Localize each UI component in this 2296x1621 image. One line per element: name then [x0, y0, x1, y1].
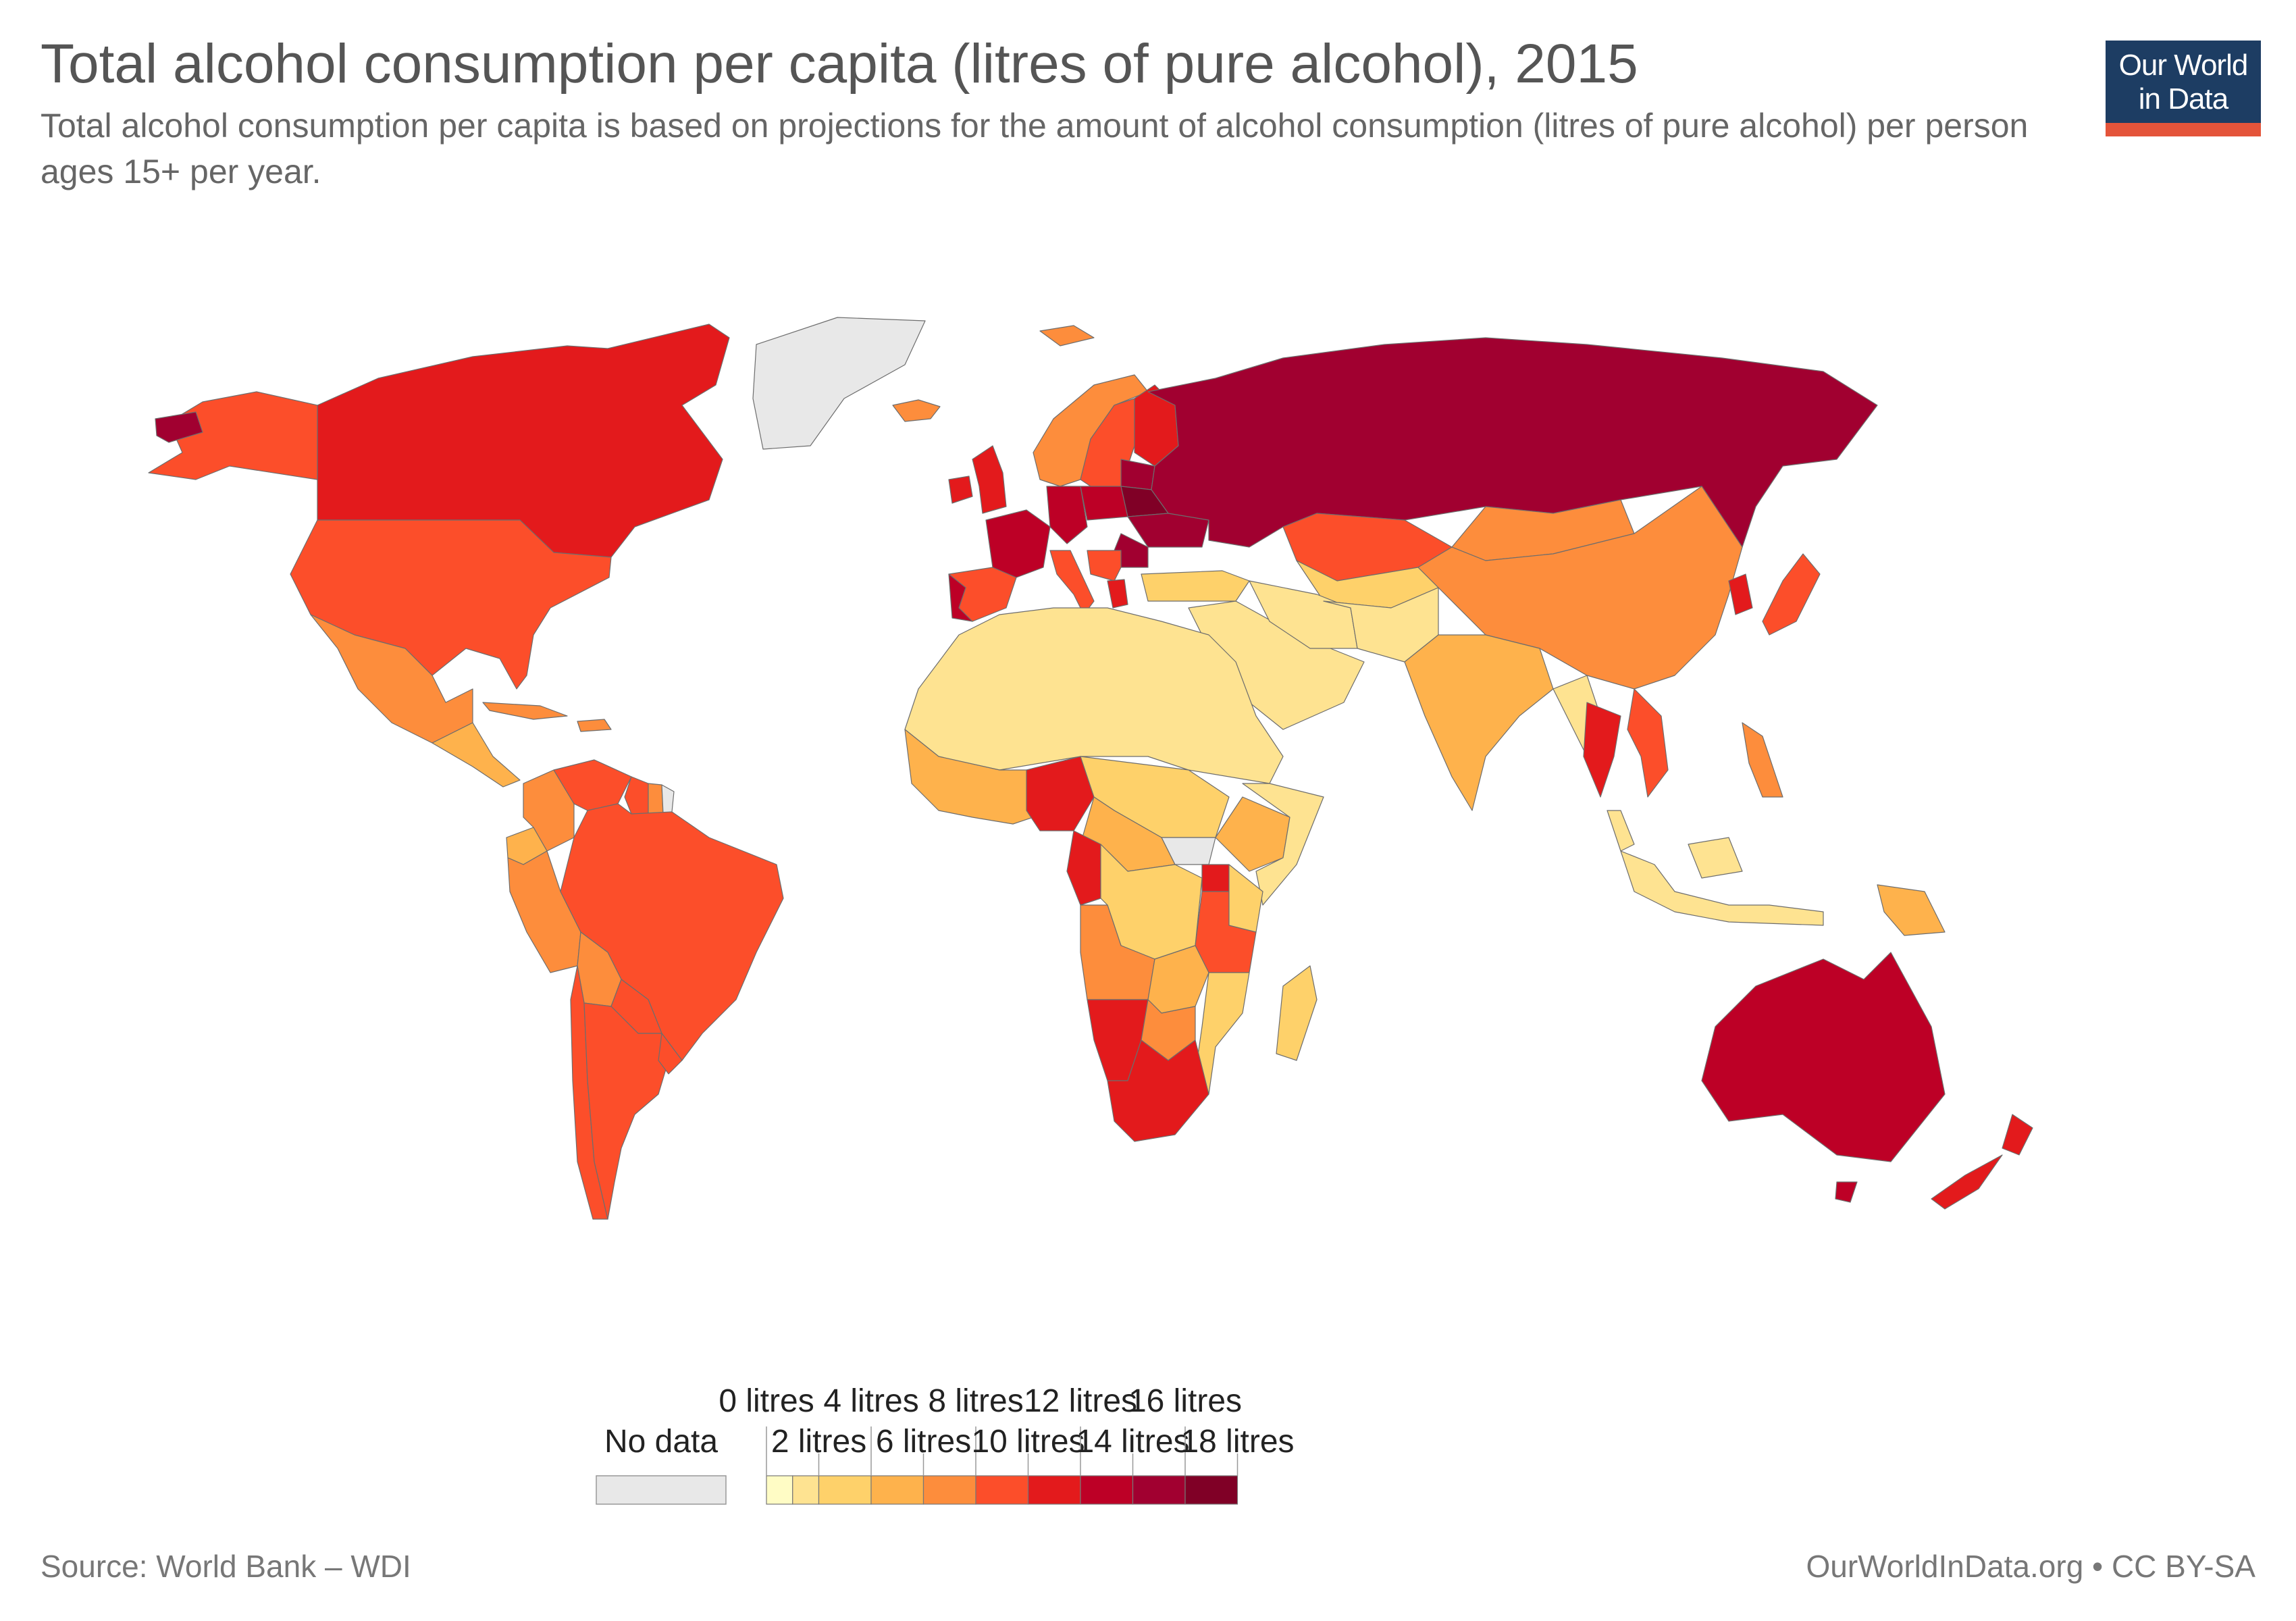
region-gabon-congo[interactable] — [1066, 830, 1101, 906]
region-madagascar[interactable] — [1276, 965, 1317, 1061]
region-baltics[interactable] — [1120, 459, 1155, 490]
region-poland[interactable] — [1080, 486, 1128, 521]
legend-label-2: 2 litres — [771, 1424, 866, 1460]
legend-bin-10-12 — [1027, 1475, 1081, 1505]
legend-label-0: 0 litres — [719, 1383, 814, 1419]
legend-bin-8-10 — [975, 1475, 1029, 1505]
region-mexico[interactable] — [310, 614, 473, 744]
region-malaysia[interactable] — [1607, 810, 1635, 852]
legend-bin-12-14 — [1080, 1475, 1134, 1505]
world-map — [148, 317, 2033, 1220]
region-korea[interactable] — [1728, 573, 1753, 615]
region-kenya[interactable] — [1228, 864, 1263, 933]
region-papua-new-guinea[interactable] — [1877, 884, 1946, 936]
region-germany[interactable] — [1046, 486, 1088, 544]
region-iceland[interactable] — [892, 399, 941, 422]
region-new-zealand-part-1[interactable] — [1931, 1154, 2003, 1210]
legend-label-16: 16 litres — [1128, 1383, 1242, 1419]
region-south-africa[interactable] — [1107, 1039, 1209, 1142]
region-romania[interactable] — [1114, 533, 1149, 568]
legend-label-10: 10 litres — [971, 1424, 1085, 1460]
legend-bin-16-18 — [1184, 1475, 1238, 1505]
region-svalbard[interactable] — [1039, 325, 1095, 346]
region-hispaniola[interactable] — [577, 719, 612, 732]
region-somalia-eritrea[interactable] — [1242, 783, 1324, 906]
region-balkans[interactable] — [1087, 550, 1122, 582]
region-japan[interactable] — [1762, 553, 1821, 636]
logo-accent-bar — [2106, 123, 2261, 136]
legend-bin-4-6 — [870, 1475, 924, 1505]
region-indonesia-part-1[interactable] — [1688, 837, 1743, 879]
legend-label-18: 18 litres — [1180, 1424, 1294, 1460]
region-turkey[interactable] — [1141, 570, 1250, 602]
region-ukraine[interactable] — [1127, 513, 1209, 548]
legend-no-data-label: No data — [604, 1424, 718, 1460]
region-thailand[interactable] — [1583, 702, 1621, 798]
region-cuba[interactable] — [482, 702, 568, 720]
region-france[interactable] — [985, 509, 1051, 578]
legend-bin-0-1 — [766, 1475, 793, 1505]
region-indonesia[interactable] — [1620, 850, 1824, 926]
region-united-kingdom[interactable] — [972, 445, 1007, 514]
legend-label-14: 14 litres — [1076, 1424, 1189, 1460]
region-greenland[interactable] — [752, 317, 926, 450]
logo-line-2: in Data — [2138, 82, 2228, 115]
legend-no-data-swatch — [596, 1475, 727, 1505]
chart-subtitle: Total alcohol consumption per capita is … — [41, 107, 2029, 190]
owid-logo[interactable]: Our World in Data — [2106, 41, 2261, 138]
region-italy[interactable] — [1049, 550, 1095, 615]
region-portugal[interactable] — [948, 573, 973, 622]
logo-line-1: Our World — [2118, 49, 2249, 82]
region-uruguay[interactable] — [658, 1033, 683, 1075]
legend-label-12: 12 litres — [1024, 1383, 1137, 1419]
legend-label-8: 8 litres — [928, 1383, 1023, 1419]
region-greece[interactable] — [1107, 579, 1128, 609]
region-argentina[interactable] — [583, 1002, 669, 1220]
region-central-america[interactable] — [432, 722, 521, 788]
legend-label-4: 4 litres — [823, 1383, 918, 1419]
region-australia[interactable] — [1701, 952, 1946, 1162]
legend-label-6: 6 litres — [876, 1424, 971, 1460]
legend-bin-6-8 — [922, 1475, 976, 1505]
region-uganda[interactable] — [1201, 864, 1230, 892]
license-note[interactable]: OurWorldInData.org • CC BY-SA — [1806, 1549, 2255, 1584]
legend-bin-14-16 — [1132, 1475, 1186, 1505]
region-vietnam[interactable] — [1627, 688, 1669, 798]
region-aleutians[interactable] — [155, 411, 203, 443]
region-india[interactable] — [1404, 634, 1554, 811]
region-mozambique[interactable] — [1195, 972, 1250, 1095]
region-australia-part-1[interactable] — [1835, 1181, 1858, 1203]
region-philippines[interactable] — [1742, 722, 1783, 798]
region-new-zealand[interactable] — [2002, 1114, 2033, 1156]
region-ireland[interactable] — [948, 475, 973, 504]
legend-bin-2-4 — [818, 1475, 872, 1505]
logo-box: Our World in Data — [2106, 41, 2261, 123]
chart-title: Total alcohol consumption per capita (li… — [41, 33, 1638, 95]
region-french-guiana[interactable] — [661, 784, 675, 815]
source-note: Source: World Bank – WDI — [41, 1549, 411, 1584]
legend-bin-1-2 — [792, 1475, 820, 1505]
